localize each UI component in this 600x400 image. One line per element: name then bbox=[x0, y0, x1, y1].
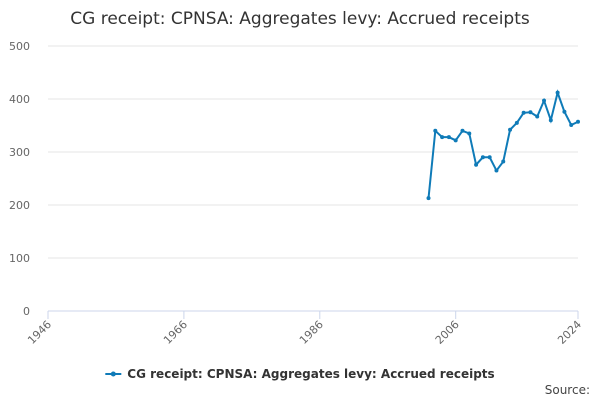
x-tick-label: 1966 bbox=[161, 318, 190, 347]
point bbox=[576, 119, 580, 124]
point bbox=[480, 155, 485, 160]
point bbox=[542, 98, 547, 103]
point bbox=[446, 135, 451, 140]
point bbox=[460, 128, 465, 133]
x-tick-label: 1946 bbox=[25, 318, 54, 347]
line bbox=[427, 89, 579, 199]
point bbox=[514, 120, 519, 125]
y-tick-label: 100 bbox=[9, 252, 30, 265]
y-tick-label: 500 bbox=[9, 40, 30, 53]
x-tick-label: 2024 bbox=[555, 318, 584, 347]
y-tick-label: 300 bbox=[9, 146, 30, 159]
point bbox=[494, 168, 499, 173]
x-tick-label: 1986 bbox=[297, 318, 326, 347]
point bbox=[548, 118, 553, 123]
chart-title: CG receipt: CPNSA: Aggregates levy: Accr… bbox=[70, 9, 530, 29]
point bbox=[453, 138, 458, 143]
point bbox=[521, 110, 526, 115]
legend-label: CG receipt: CPNSA: Aggregates levy: Accr… bbox=[127, 367, 494, 381]
legend-item: CG receipt: CPNSA: Aggregates levy: Accr… bbox=[105, 367, 495, 381]
point bbox=[528, 110, 533, 115]
point bbox=[535, 114, 540, 119]
point bbox=[501, 159, 506, 164]
point bbox=[426, 196, 431, 201]
point bbox=[555, 90, 560, 95]
point bbox=[467, 131, 472, 136]
point bbox=[569, 122, 574, 127]
point bbox=[487, 155, 492, 160]
point bbox=[508, 127, 513, 132]
point bbox=[474, 162, 479, 167]
point bbox=[440, 135, 445, 140]
y-tick-label: 200 bbox=[9, 199, 30, 212]
y-tick-label: 0 bbox=[23, 305, 30, 318]
point bbox=[562, 109, 567, 114]
source: Source: bbox=[545, 383, 590, 397]
y-tick-label: 400 bbox=[9, 93, 30, 106]
x-tick-label: 2006 bbox=[433, 318, 462, 347]
legend-marker bbox=[110, 371, 116, 377]
point bbox=[433, 128, 438, 133]
